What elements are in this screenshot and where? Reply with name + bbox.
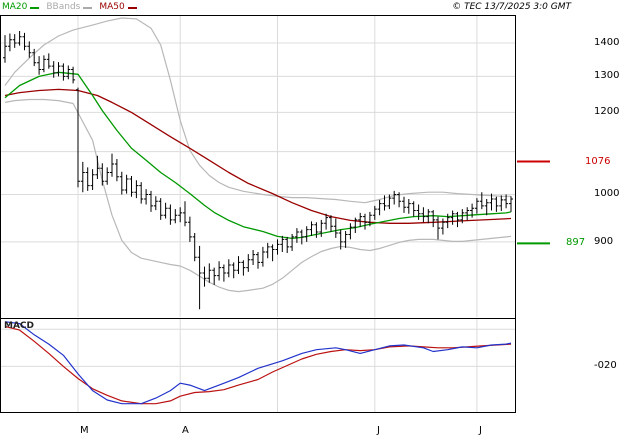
month-axis-label: M	[80, 425, 89, 436]
legend-ma20-label: MA20	[2, 2, 28, 12]
ohlc-bars	[3, 31, 513, 310]
month-axis-label: J	[479, 425, 482, 436]
price-axis-label: 1000	[594, 188, 620, 199]
ma50-line	[4, 88, 512, 224]
ma20-line	[4, 71, 512, 240]
macd-plot-border	[0, 318, 516, 413]
copyright-text: © TEC 13/7/2025 3:0 GMT	[452, 2, 571, 12]
bollinger-lower-line	[4, 98, 512, 293]
month-axis-label: A	[182, 425, 189, 436]
legend-bbands-label: BBands	[46, 2, 81, 12]
price-axis-label: 1400	[594, 37, 620, 48]
macd-axis-label: -020	[594, 360, 617, 371]
macd-line	[4, 321, 512, 405]
price-axis-label: 900	[594, 236, 614, 247]
price-axis-label: 1200	[594, 106, 620, 117]
bbands-legend-line-icon	[83, 6, 93, 9]
legend-ma50-label: MA50	[99, 2, 125, 12]
macd-panel-title: MACD	[4, 321, 34, 331]
level-label-support: 897	[566, 237, 586, 248]
price-axis-label: 1300	[594, 70, 620, 81]
chart-legend: MA20 BBands MA50	[2, 1, 144, 14]
ma20-legend-line-icon	[30, 6, 40, 9]
ma50-legend-line-icon	[127, 6, 137, 9]
bollinger-upper-line	[4, 17, 511, 204]
level-label-resistance: 1076	[585, 156, 611, 167]
macd-signal-line	[4, 325, 512, 405]
month-axis-label: J	[377, 425, 380, 436]
